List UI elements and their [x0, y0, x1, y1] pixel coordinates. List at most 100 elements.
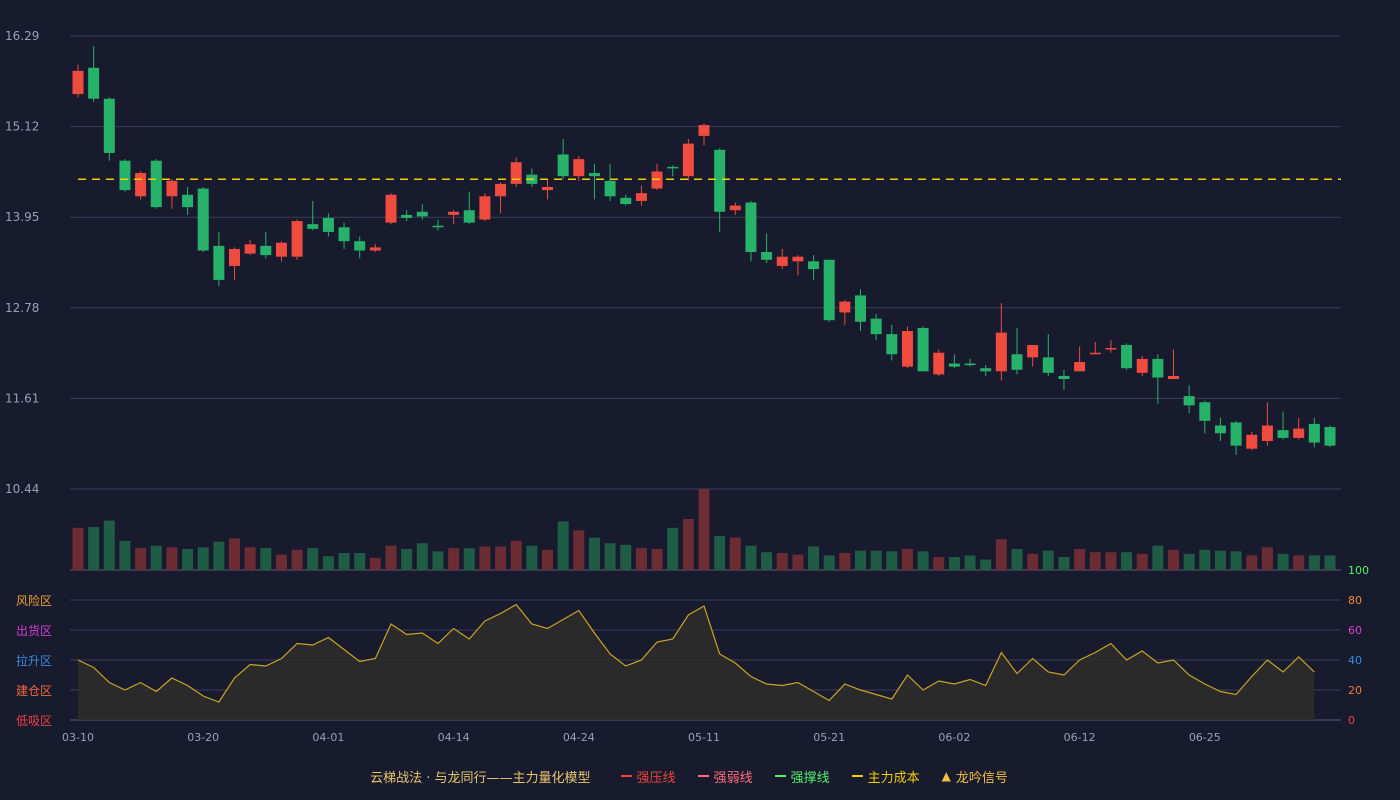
- volume-bar: [917, 551, 929, 570]
- volume-bar: [1168, 549, 1179, 570]
- candle-body: [463, 210, 475, 223]
- candle: [479, 193, 491, 222]
- volume-bar: [995, 539, 1007, 570]
- candle-body: [1324, 427, 1336, 446]
- volume-bar: [1324, 555, 1336, 570]
- candle-body: [714, 149, 726, 212]
- candle: [1121, 343, 1133, 370]
- volume-bar: [72, 527, 84, 570]
- legend-item-main-cost[interactable]: 主力成本: [851, 767, 920, 786]
- legend-item-dragon-signal[interactable]: ▲ 龙吟信号: [942, 767, 1008, 786]
- volume-bar: [416, 543, 428, 570]
- candle-body: [448, 211, 460, 215]
- candle-body: [917, 327, 929, 372]
- volume-bar: [1214, 550, 1226, 570]
- legend-title: 云梯战法 · 与龙同行——主力量化模型: [370, 770, 591, 786]
- legend-item-strength-line[interactable]: 强弱线: [697, 767, 753, 786]
- candle: [1261, 402, 1273, 446]
- indicator-tick-label: 20: [1348, 684, 1362, 697]
- candle-body: [1308, 423, 1320, 443]
- volume-bar: [307, 548, 319, 570]
- legend-item-strong-pressure[interactable]: 强压线: [620, 767, 676, 786]
- volume-bar: [495, 546, 507, 570]
- candle-body: [1230, 422, 1242, 446]
- candle: [72, 64, 84, 98]
- candle: [448, 210, 460, 225]
- volume-bar: [573, 530, 585, 570]
- solid-line-icon: [620, 775, 632, 777]
- candle-body: [995, 332, 1007, 372]
- candle-body: [776, 256, 788, 266]
- triangle-icon: ▲: [941, 769, 951, 783]
- candle-body: [88, 67, 100, 99]
- indicator-tick-label: 100: [1348, 564, 1369, 577]
- volume-bar: [88, 527, 100, 570]
- candle-body: [401, 214, 413, 218]
- candle-body: [1277, 430, 1289, 438]
- candle: [244, 239, 256, 256]
- volume-bar: [761, 552, 773, 570]
- indicator-line: [77, 603, 1315, 703]
- candle: [698, 123, 710, 146]
- volume-bar: [886, 551, 898, 570]
- volume-bar: [1136, 553, 1148, 570]
- volume-bar: [479, 546, 491, 570]
- candle: [870, 313, 882, 341]
- candle-body: [1089, 352, 1101, 355]
- volume-bar: [150, 545, 162, 570]
- candle: [291, 219, 303, 260]
- volume-bar: [808, 546, 820, 570]
- candle: [714, 148, 726, 232]
- candle: [1168, 349, 1179, 380]
- candle-body: [1121, 344, 1133, 369]
- candle-body: [1042, 357, 1054, 373]
- volume-bar: [870, 550, 882, 570]
- legend-item-support-line[interactable]: 强撑线: [774, 767, 830, 786]
- volume-bar: [213, 541, 225, 570]
- candle: [229, 247, 240, 280]
- date-tick-label: 05-11: [688, 731, 720, 744]
- candle: [1183, 385, 1195, 414]
- dashed-line-icon: [851, 775, 863, 777]
- volume-bar: [1011, 548, 1023, 570]
- volume-bar: [401, 548, 413, 570]
- date-tick-label: 06-12: [1064, 731, 1096, 744]
- volume-bar: [182, 548, 194, 570]
- candle: [213, 231, 225, 287]
- volume-bar: [526, 545, 538, 570]
- volume-bar: [823, 555, 835, 570]
- candle: [1277, 411, 1289, 440]
- indicator-tick-label: 80: [1348, 594, 1362, 607]
- volume-bar: [1027, 553, 1039, 570]
- candle-body: [229, 248, 240, 266]
- candle-body: [369, 247, 381, 251]
- volume-bar: [542, 549, 553, 570]
- volume-bar: [369, 557, 381, 570]
- candle-body: [823, 259, 835, 321]
- candle: [980, 365, 992, 376]
- candle: [792, 255, 804, 276]
- candle-body: [761, 252, 773, 260]
- volume-bar: [260, 548, 272, 570]
- volume-bar: [839, 552, 851, 570]
- candle: [354, 236, 366, 259]
- candle: [1152, 354, 1164, 404]
- candle-body: [698, 125, 710, 136]
- candle: [948, 354, 960, 369]
- candle: [886, 324, 898, 361]
- volume-bar: [1042, 550, 1054, 570]
- price-tick-label: 12.78: [5, 301, 39, 315]
- candle-body: [1168, 375, 1179, 380]
- volume-bar: [448, 548, 460, 570]
- volume-bar: [1152, 545, 1164, 570]
- candle: [604, 163, 616, 201]
- candle-body: [182, 194, 194, 208]
- candle-body: [1183, 396, 1195, 406]
- price-tick-label: 10.44: [5, 482, 39, 496]
- candle: [119, 159, 131, 192]
- volume-bar: [933, 557, 945, 570]
- candle-body: [839, 301, 851, 313]
- candle-body: [150, 160, 162, 208]
- candle-body: [260, 245, 272, 256]
- volume-bar: [620, 544, 632, 570]
